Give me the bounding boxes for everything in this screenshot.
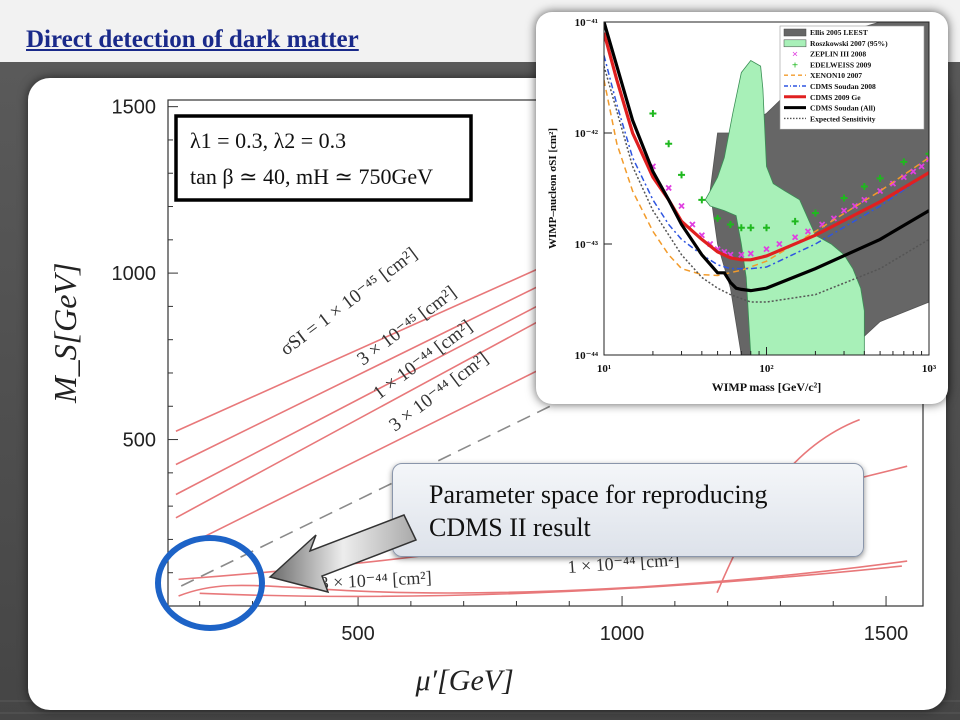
marker-x: [910, 168, 917, 175]
marker-plus: [747, 224, 755, 232]
inset-legend: Ellis 2005 LEEST Roszkowski 2007 (95%) × ZE…: [779, 25, 925, 130]
marker-plus: [763, 224, 770, 232]
legend-entry-label: CDMS Soudan (All): [810, 104, 876, 113]
background-stripe: [0, 712, 960, 714]
legend-entry-label: Roszkowski 2007 (95%): [810, 39, 888, 48]
legend-entry-label: Ellis 2005 LEEST: [810, 28, 868, 37]
slide-title: Direct detection of dark matter: [26, 26, 359, 53]
curve-5: [604, 55, 929, 270]
marker-x: [678, 202, 685, 210]
marker-x: [840, 207, 848, 214]
marker-plus: [737, 224, 745, 232]
inset-x-tick-label: 10¹: [597, 363, 611, 375]
curve-7: [604, 22, 929, 293]
inset-plot-card: 10¹ 10² 10³ 10⁻⁴¹ 10⁻⁴² 10⁻⁴³ 10⁻⁴⁴ WIMP mass […: [536, 12, 948, 404]
callout-line-1: Parameter space for reproducing: [429, 480, 768, 509]
legend-entry-label: ZEPLIN III 2008: [810, 50, 866, 59]
legend-line-2: tan β ≃ 40, mH ≃ 750GeV: [190, 164, 433, 189]
marker-x: [763, 245, 770, 253]
marker-x: [776, 240, 783, 248]
curve-8: [604, 65, 929, 303]
marker-plus: [714, 214, 722, 222]
marker-plus: [665, 140, 673, 148]
marker-plus: [876, 174, 884, 182]
marker-plus: [860, 182, 868, 190]
inset-y-tick-label: 10⁻⁴¹: [575, 17, 598, 29]
marker-plus: [726, 220, 734, 228]
marker-x: [738, 251, 745, 258]
marker-plus: [678, 171, 686, 179]
curve-bottom-lower: [199, 565, 902, 598]
legend-swatch-region: [783, 28, 807, 37]
marker-x: [861, 196, 868, 203]
marker-plus: [791, 217, 799, 225]
marker-x: [925, 156, 929, 163]
y-tick-label: 500: [123, 430, 156, 452]
y-tick-label: 1500: [112, 97, 157, 119]
legend-entry-label: CDMS 2009 Ge: [810, 93, 861, 102]
marker-plus: [900, 158, 908, 166]
legend-swatch-marker: ×: [792, 49, 798, 61]
marker-x: [689, 221, 696, 228]
x-tick-label: 1000: [600, 623, 645, 645]
marker-plus: [925, 150, 929, 158]
curve-4: [604, 79, 929, 277]
legend-swatch-region: [783, 39, 807, 48]
y-axis-title: M_S[GeV]: [47, 263, 83, 404]
x-tick-label: 1500: [864, 623, 909, 645]
callout-text: Parameter space for reproducing CDMS II …: [429, 478, 768, 544]
y-tick-label: 1000: [112, 263, 157, 285]
marker-x: [747, 250, 754, 257]
legend-entry-label: CDMS Soudan 2008: [810, 82, 876, 91]
callout-line-2: CDMS II result: [429, 513, 591, 542]
inset-y-tick-label: 10⁻⁴⁴: [575, 350, 599, 362]
callout-box: Parameter space for reproducing CDMS II …: [392, 463, 864, 557]
marker-x: [918, 163, 925, 170]
marker-x: [851, 202, 859, 210]
legend-frame: [174, 114, 473, 202]
legend-line-1: λ1 = 0.3, λ2 = 0.3: [190, 128, 346, 153]
inset-x-axis-title: WIMP mass [GeV/c²]: [712, 380, 822, 394]
marker-plus: [698, 196, 706, 204]
marker-plus: [840, 194, 848, 202]
legend-entry-label: EDELWEISS 2009: [810, 60, 871, 69]
legend-entry-label: XENON10 2007: [810, 71, 862, 80]
region-1: [704, 59, 865, 355]
marker-x: [791, 234, 799, 241]
marker-plus: [811, 209, 819, 217]
inset-y-axis-title: WIMP–nucleon σSI [cm²]: [547, 128, 559, 249]
inset-x-tick-label: 10²: [759, 363, 774, 375]
marker-x: [804, 228, 812, 235]
inset-plot: 10¹ 10² 10³ 10⁻⁴¹ 10⁻⁴² 10⁻⁴³ 10⁻⁴⁴ WIMP mass […: [547, 17, 937, 394]
marker-x: [665, 184, 672, 192]
x-tick-label: 500: [341, 623, 374, 645]
curve-6: [604, 32, 929, 262]
inset-y-tick-label: 10⁻⁴²: [575, 128, 599, 140]
parameter-legend-box: λ1 = 0.3, λ2 = 0.3 tan β ≃ 40, mH ≃ 750Ge…: [174, 114, 473, 202]
inset-y-tick-label: 10⁻⁴³: [575, 239, 599, 251]
x-axis-title: μ′[GeV]: [415, 664, 514, 697]
legend-entry-label: Expected Sensitivity: [810, 114, 876, 123]
marker-plus: [649, 109, 657, 117]
inset-x-tick-label: 10³: [922, 363, 937, 375]
legend-swatch-marker: +: [792, 59, 798, 71]
